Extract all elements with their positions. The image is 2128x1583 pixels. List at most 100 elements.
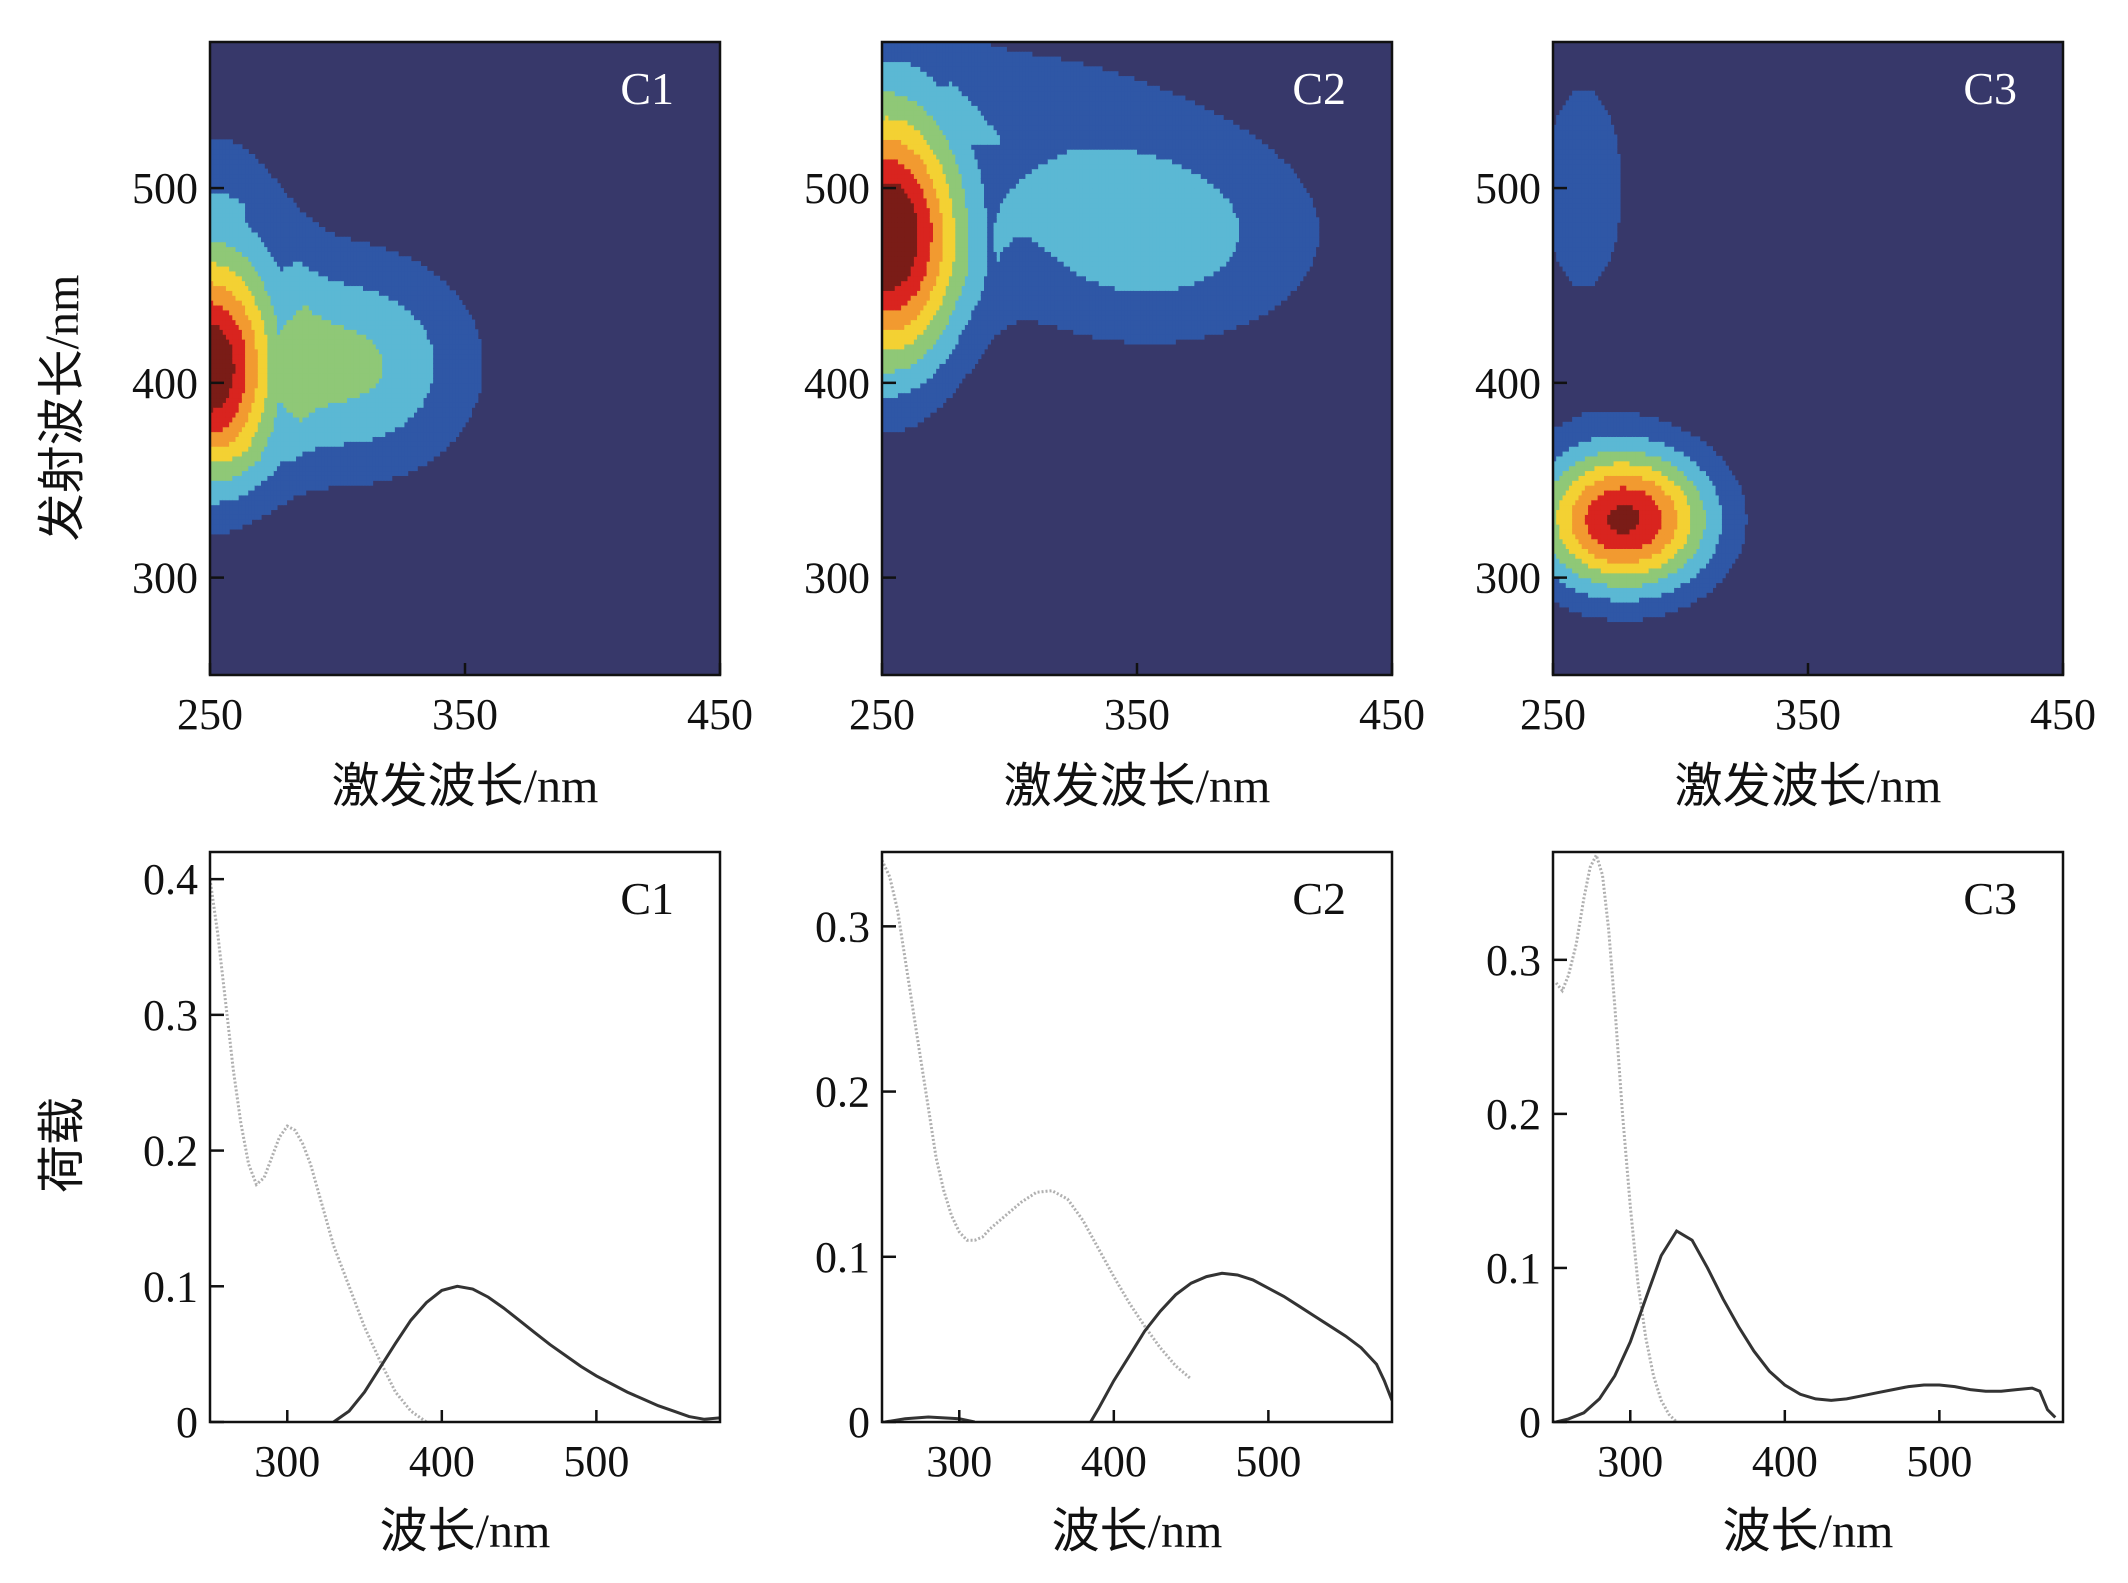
c1-eem-cell-level1 bbox=[401, 280, 406, 287]
c2-eem-cell-level6 bbox=[885, 168, 889, 175]
c1-eem-cell-level1 bbox=[219, 519, 224, 525]
c1-eem-cell-level1 bbox=[433, 358, 437, 364]
c1-eem-cell-level2 bbox=[280, 324, 284, 330]
c1-eem-cell-level5 bbox=[225, 431, 230, 438]
c1-eem-cell-level2 bbox=[410, 412, 415, 418]
c1-eem-cell-level2 bbox=[289, 441, 294, 447]
c1-eem-cell-level3 bbox=[270, 309, 275, 316]
c1-eem-cell-level2 bbox=[213, 227, 217, 233]
c1-eem-cell-level2 bbox=[401, 314, 406, 321]
c1-eem-cell-level2 bbox=[210, 197, 214, 204]
c1-eem-cell-level5 bbox=[245, 416, 249, 423]
c1-eem-cell-level1 bbox=[324, 246, 329, 252]
c1-eem-cell-level2 bbox=[261, 251, 265, 257]
c1-eem-cell-level4 bbox=[232, 441, 237, 447]
c1-eem-cell-level2 bbox=[359, 319, 364, 326]
c1-eem-cell-level1 bbox=[394, 256, 399, 262]
c1-eem-cell-level1 bbox=[289, 256, 294, 262]
c1-eem-cell-level2 bbox=[289, 446, 294, 452]
c2-eem-cell-level5 bbox=[894, 153, 899, 160]
c1-eem-cell-level3 bbox=[302, 368, 307, 374]
c1-eem-cell-level1 bbox=[286, 207, 291, 214]
c1-eem-cell-level2 bbox=[382, 363, 386, 369]
c1-eem-cell-level3 bbox=[296, 402, 300, 408]
c1-eem-cell-level7 bbox=[225, 373, 230, 379]
c1-eem-cell-level2 bbox=[210, 231, 214, 238]
c2-eem-cell-level3 bbox=[882, 348, 886, 355]
c1-eem-cell-level3 bbox=[241, 465, 246, 472]
c1-eem-cell-level6 bbox=[241, 373, 246, 379]
c1-eem-cell-level2 bbox=[414, 363, 418, 369]
c1-eem-cell-level3 bbox=[289, 319, 294, 326]
c1-eem-cell-level1 bbox=[264, 222, 268, 228]
c1-eem-cell-level3 bbox=[299, 368, 304, 374]
c1-eem-cell-level1 bbox=[439, 285, 444, 291]
c1-eem-cell-level1 bbox=[219, 178, 224, 184]
c1-eem-cell-level1 bbox=[382, 256, 386, 262]
c1-eem-cell-level1 bbox=[347, 460, 351, 467]
c1-eem-cell-level4 bbox=[254, 304, 259, 311]
c1-eem-cell-level1 bbox=[465, 363, 469, 369]
c2-eem-cell-level1 bbox=[882, 416, 886, 423]
c1-eem-cell-level4 bbox=[257, 373, 262, 379]
c1-eem-cell-level3 bbox=[245, 280, 249, 287]
c1-eem-cell-level1 bbox=[423, 309, 428, 316]
c1-eem-cell-level3 bbox=[210, 475, 214, 481]
c1-eem-cell-level5 bbox=[241, 319, 246, 326]
c1-eem-cell-level2 bbox=[299, 261, 304, 267]
c1-eem-cell-level1 bbox=[429, 387, 434, 394]
c1-eem-cell-level1 bbox=[270, 236, 275, 243]
c1-eem-cell-level1 bbox=[426, 329, 431, 335]
c1-eem-cell-level2 bbox=[264, 280, 268, 287]
c1-eem-cell-level1 bbox=[452, 387, 457, 394]
c1-eem-cell-level3 bbox=[337, 377, 342, 384]
c1-eem-cell-level5 bbox=[219, 300, 224, 306]
c1-eem-cell-level2 bbox=[312, 280, 316, 287]
c2-eem-cell-level4 bbox=[885, 134, 889, 140]
c1-eem-cell-level3 bbox=[299, 373, 304, 379]
c1-eem-cell-level6 bbox=[238, 368, 243, 374]
c1-eem-cell-level3 bbox=[235, 470, 240, 476]
c1-eem-cell-level2 bbox=[331, 300, 335, 306]
c1-eem-cell-level4 bbox=[229, 280, 233, 287]
c1-eem-cell-level2 bbox=[222, 494, 227, 501]
c2-eem-cell-level7 bbox=[885, 265, 889, 272]
c1-eem-cell-level1 bbox=[241, 514, 246, 520]
c1-eem-cell-level3 bbox=[318, 314, 323, 321]
c2-eem-cell-level5 bbox=[888, 309, 893, 316]
c1-eem-cell-level1 bbox=[461, 412, 466, 418]
c2-eem-cell-level4 bbox=[897, 129, 902, 136]
c1-eem-cell-level1 bbox=[442, 397, 447, 403]
c1-eem-cell-level1 bbox=[350, 261, 355, 267]
c1-eem-cell-level1 bbox=[394, 465, 399, 472]
c1-eem-cell-level5 bbox=[241, 334, 246, 340]
c1-eem-cell-level1 bbox=[417, 412, 421, 418]
c2-eem-cell-level5 bbox=[882, 314, 886, 321]
c2-eem-cell-level4 bbox=[885, 115, 889, 121]
c1-eem-cell-level2 bbox=[222, 222, 227, 228]
c1-eem-cell-level1 bbox=[410, 436, 415, 442]
c1-eem-cell-level3 bbox=[321, 402, 326, 408]
c1-eem-cell-level2 bbox=[353, 407, 358, 413]
c1-eem-cell-level2 bbox=[404, 319, 409, 326]
c2-eem-cell-level5 bbox=[882, 139, 886, 145]
c1-eem-cell-level3 bbox=[324, 397, 329, 403]
c1-eem-cell-level1 bbox=[385, 251, 390, 257]
c1-eem-cell-level2 bbox=[337, 402, 342, 408]
c1-eem-cell-level1 bbox=[442, 343, 447, 350]
c1-eem-cell-level1 bbox=[423, 270, 428, 277]
c1-eem-cell-level1 bbox=[302, 480, 307, 486]
c1-eem-cell-level3 bbox=[235, 270, 240, 277]
c1-eem-cell-level2 bbox=[238, 246, 243, 252]
c1-eem-cell-level2 bbox=[404, 368, 409, 374]
c1-eem-cell-level2 bbox=[382, 304, 386, 311]
c1-eem-cell-level2 bbox=[251, 256, 256, 262]
c1-eem-cell-level3 bbox=[347, 382, 351, 389]
c1-eem-cell-level2 bbox=[359, 392, 364, 399]
c1-eem-cell-level2 bbox=[369, 421, 374, 428]
c1-eem-cell-level2 bbox=[353, 290, 358, 296]
c1-eem-cell-level5 bbox=[245, 397, 249, 403]
c1-eem-cell-level1 bbox=[261, 236, 265, 243]
c2-eem-cell-level4 bbox=[885, 339, 889, 345]
c2-eem-cell-level7 bbox=[885, 217, 889, 223]
